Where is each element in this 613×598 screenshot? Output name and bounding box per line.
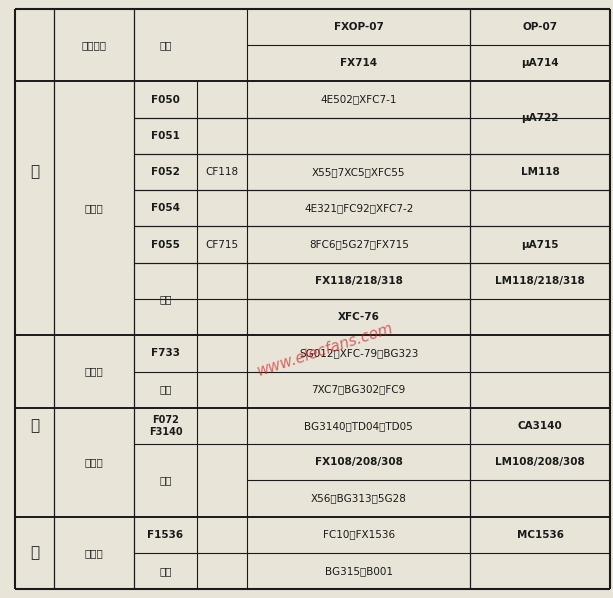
Text: μA722: μA722 — [521, 113, 559, 123]
Text: μA715: μA715 — [521, 240, 559, 249]
Text: 其它: 其它 — [159, 294, 172, 304]
Text: 4E502，XFC7-1: 4E502，XFC7-1 — [321, 94, 397, 105]
Text: LM108/208/308: LM108/208/308 — [495, 457, 585, 467]
Text: F072
F3140: F072 F3140 — [148, 415, 182, 437]
Text: 高速型: 高速型 — [85, 203, 104, 213]
Text: X56，BG313，5G28: X56，BG313，5G28 — [311, 493, 406, 504]
Text: 殊: 殊 — [30, 419, 39, 434]
Text: FC10，FX1536: FC10，FX1536 — [322, 530, 395, 539]
Text: μA714: μA714 — [521, 59, 559, 68]
Text: F054: F054 — [151, 203, 180, 213]
Text: 高阻型: 高阻型 — [85, 457, 104, 467]
Text: 其它: 其它 — [159, 385, 172, 395]
Text: LM118: LM118 — [520, 167, 560, 177]
Text: FX118/218/318: FX118/218/318 — [314, 276, 403, 286]
Text: 高压型: 高压型 — [85, 548, 104, 558]
Text: X55，7XC5，XFC55: X55，7XC5，XFC55 — [312, 167, 405, 177]
Text: FX714: FX714 — [340, 59, 377, 68]
Text: 7XC7，BG302，FC9: 7XC7，BG302，FC9 — [311, 385, 406, 395]
Text: F055: F055 — [151, 240, 180, 249]
Text: MC1536: MC1536 — [517, 530, 563, 539]
Text: XFC-76: XFC-76 — [338, 312, 379, 322]
Text: 其它: 其它 — [159, 40, 172, 50]
Text: 其它: 其它 — [159, 566, 172, 576]
Text: 特: 特 — [30, 164, 39, 179]
Text: F052: F052 — [151, 167, 180, 177]
Text: LM118/218/318: LM118/218/318 — [495, 276, 585, 286]
Text: SG012，XFC-79，BG323: SG012，XFC-79，BG323 — [299, 349, 419, 358]
Text: FX108/208/308: FX108/208/308 — [314, 457, 403, 467]
Text: CA3140: CA3140 — [518, 421, 563, 431]
Text: F050: F050 — [151, 94, 180, 105]
Text: 8FC6，5G27，FX715: 8FC6，5G27，FX715 — [309, 240, 409, 249]
Text: 高精度型: 高精度型 — [82, 40, 107, 50]
Text: FXOP-07: FXOP-07 — [333, 22, 384, 32]
Text: 型: 型 — [30, 545, 39, 560]
Text: 宽带型: 宽带型 — [85, 367, 104, 377]
Text: F1536: F1536 — [147, 530, 183, 539]
Text: F733: F733 — [151, 349, 180, 358]
Text: www.elecfans.com: www.elecfans.com — [255, 321, 395, 379]
Text: 其它: 其它 — [159, 475, 172, 485]
Text: OP-07: OP-07 — [522, 22, 558, 32]
Text: CF118: CF118 — [205, 167, 238, 177]
Text: F051: F051 — [151, 131, 180, 141]
Text: CF715: CF715 — [205, 240, 238, 249]
Text: 4E321，FC92，XFC7-2: 4E321，FC92，XFC7-2 — [304, 203, 413, 213]
Text: BG315，B001: BG315，B001 — [325, 566, 393, 576]
Text: BG3140，TD04，TD05: BG3140，TD04，TD05 — [304, 421, 413, 431]
